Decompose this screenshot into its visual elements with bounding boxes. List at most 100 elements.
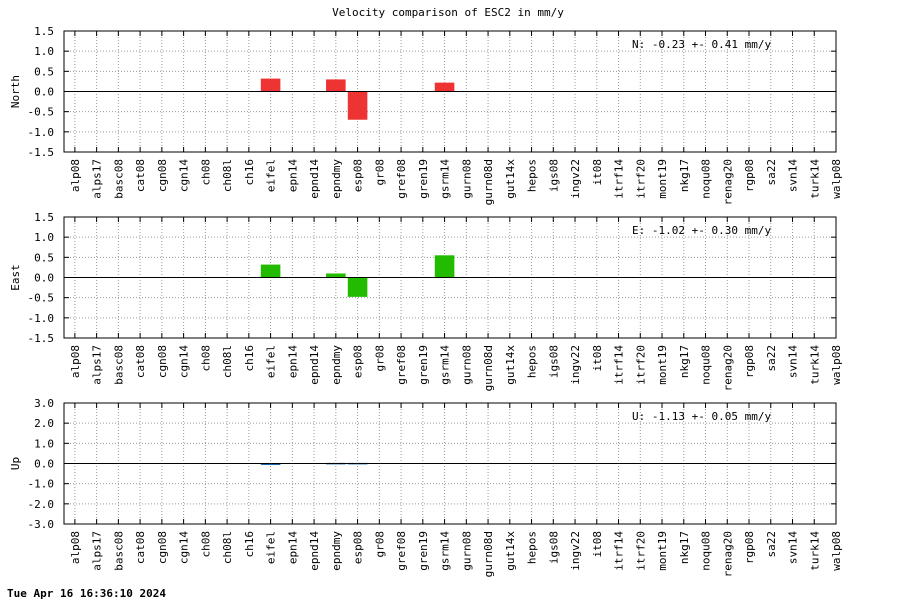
up-category-label: renag20 bbox=[721, 531, 734, 577]
up-stat-label: U: -1.13 +- 0.05 mm/y bbox=[632, 410, 771, 423]
up-ytick-label: -3.0 bbox=[28, 518, 55, 531]
east-category-label: ch16 bbox=[243, 345, 256, 372]
up-category-label: cat08 bbox=[134, 531, 147, 564]
north-stat-label: N: -0.23 +- 0.41 mm/y bbox=[632, 38, 771, 51]
north-category-label: cgn08 bbox=[156, 159, 169, 192]
north-category-label: eifel bbox=[265, 159, 278, 192]
east-category-label: noqu08 bbox=[700, 345, 713, 385]
north-category-label: rgp08 bbox=[743, 159, 756, 192]
east-category-label: renag20 bbox=[721, 345, 734, 391]
up-frame bbox=[63, 402, 837, 525]
north-axis-label: North bbox=[9, 75, 22, 108]
east-category-label: gurn08d bbox=[482, 345, 495, 391]
up-category-label: gurn08 bbox=[460, 531, 473, 571]
north-ytick-label: 1.5 bbox=[34, 25, 54, 38]
up-category-label: sa22 bbox=[765, 531, 778, 558]
east-category-label: it08 bbox=[591, 345, 604, 372]
north-ytick-label: -0.5 bbox=[28, 106, 55, 119]
north-category-label: esp08 bbox=[352, 159, 365, 192]
east-category-label: gsrm14 bbox=[439, 345, 452, 385]
east-category-label: mont19 bbox=[656, 345, 669, 385]
up-category-label: nkg17 bbox=[678, 531, 691, 564]
north-category-label: hepos bbox=[526, 159, 539, 192]
east-bar-gsrm14 bbox=[434, 255, 455, 278]
east-ytick-label: 0.0 bbox=[34, 272, 54, 285]
up-ytick-label: 2.0 bbox=[34, 417, 54, 430]
east-category-label: gren19 bbox=[417, 345, 430, 385]
north-category-label: ch08l bbox=[221, 159, 234, 192]
north-category-label: ingv22 bbox=[569, 159, 582, 199]
east-panel: 1.5 1.0 0.5 0.0 -0.5 -1.0 -1.5 alp08 alps17 basc0… bbox=[9, 211, 843, 391]
up-category-label: alp08 bbox=[69, 531, 82, 564]
north-category-label: alp08 bbox=[69, 159, 82, 192]
east-category-label: cgn08 bbox=[156, 345, 169, 378]
east-category-label: itrf14 bbox=[613, 345, 626, 385]
north-category-label: svn14 bbox=[787, 159, 800, 192]
north-category-label: epnd14 bbox=[308, 159, 321, 199]
north-bar-esp08 bbox=[347, 91, 368, 120]
east-ytick-label: -1.5 bbox=[28, 332, 55, 345]
east-category-label: ingv22 bbox=[569, 345, 582, 385]
east-category-label: hepos bbox=[526, 345, 539, 378]
north-bar-eifel bbox=[260, 78, 281, 92]
up-category-label: gsrm14 bbox=[439, 531, 452, 571]
up-category-label: eifel bbox=[265, 531, 278, 564]
east-ytick-label: 0.5 bbox=[34, 251, 54, 264]
north-bar-gsrm14 bbox=[434, 82, 455, 92]
north-ytick-label: -1.5 bbox=[28, 146, 55, 159]
up-category-label: noqu08 bbox=[700, 531, 713, 571]
up-category-label: ch16 bbox=[243, 531, 256, 558]
up-category-label: walp08 bbox=[830, 531, 843, 571]
north-bar-epndmy bbox=[326, 79, 346, 92]
up-axis-label: Up bbox=[9, 457, 22, 470]
up-category-label: epn14 bbox=[286, 531, 299, 564]
east-category-label: epn14 bbox=[286, 345, 299, 378]
up-category-label: it08 bbox=[591, 531, 604, 558]
east-category-label: alp08 bbox=[69, 345, 82, 378]
east-ytick-label: 1.5 bbox=[34, 211, 54, 224]
east-category-label: ch08 bbox=[199, 345, 212, 372]
up-category-label: svn14 bbox=[787, 531, 800, 564]
north-category-label: itrf20 bbox=[634, 159, 647, 199]
north-category-label: it08 bbox=[591, 159, 604, 186]
north-category-label: igs08 bbox=[547, 159, 560, 192]
north-ytick-label: 1.0 bbox=[34, 45, 54, 58]
east-category-label: gut14x bbox=[504, 345, 517, 385]
chart-title: Velocity comparison of ESC2 in mm/y bbox=[332, 6, 564, 19]
east-category-label: walp08 bbox=[830, 345, 843, 385]
up-category-label: cgn08 bbox=[156, 531, 169, 564]
north-category-label: ch08 bbox=[199, 159, 212, 186]
up-category-label: basc08 bbox=[112, 531, 125, 571]
up-category-label: ingv22 bbox=[569, 531, 582, 571]
east-category-label: cgn14 bbox=[178, 345, 191, 378]
east-category-label: epnd14 bbox=[308, 345, 321, 385]
north-category-label: gref08 bbox=[395, 159, 408, 199]
north-category-label: gsrm14 bbox=[439, 159, 452, 199]
north-category-label: epn14 bbox=[286, 159, 299, 192]
east-category-label: igs08 bbox=[547, 345, 560, 378]
up-category-label: rgp08 bbox=[743, 531, 756, 564]
north-category-label: gren19 bbox=[417, 159, 430, 199]
north-category-label: cgn14 bbox=[178, 159, 191, 192]
north-category-label: epndmy bbox=[330, 159, 343, 199]
north-category-label: gut14x bbox=[504, 159, 517, 199]
north-ytick-label: -1.0 bbox=[28, 126, 55, 139]
east-category-label: ch08l bbox=[221, 345, 234, 378]
up-category-label: cgn14 bbox=[178, 531, 191, 564]
east-category-label: itrf20 bbox=[634, 345, 647, 385]
up-category-label: epnd14 bbox=[308, 531, 321, 571]
north-category-label: nkg17 bbox=[678, 159, 691, 192]
up-ytick-label: 0.0 bbox=[34, 458, 54, 471]
north-category-label: mont19 bbox=[656, 159, 669, 199]
north-category-label: renag20 bbox=[721, 159, 734, 205]
north-category-label: walp08 bbox=[830, 159, 843, 199]
up-category-label: gurn08d bbox=[482, 531, 495, 577]
up-category-label: epndmy bbox=[330, 531, 343, 571]
up-category-label: ch08 bbox=[199, 531, 212, 558]
east-category-label: epndmy bbox=[330, 345, 343, 385]
up-ytick-label: -1.0 bbox=[28, 478, 55, 491]
east-category-label: svn14 bbox=[787, 345, 800, 378]
east-bar-epndmy bbox=[326, 273, 346, 278]
east-ytick-label: 1.0 bbox=[34, 231, 54, 244]
